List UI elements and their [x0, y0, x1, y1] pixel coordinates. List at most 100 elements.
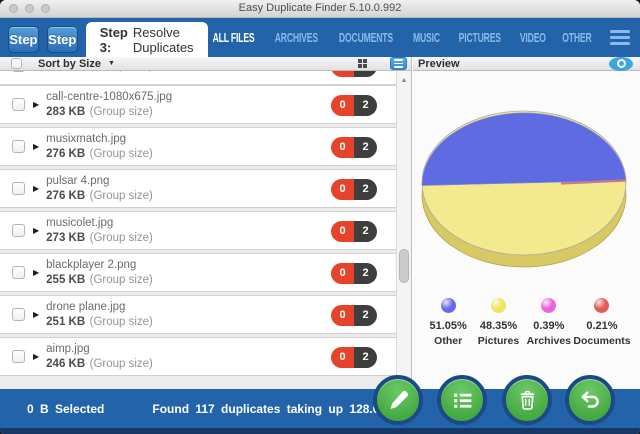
total-count: 2: [354, 305, 377, 326]
expander-icon[interactable]: ▶: [33, 352, 40, 361]
filter-pictures[interactable]: PICTURES: [458, 30, 501, 45]
select-list-button[interactable]: [437, 375, 487, 425]
file-size: 283 KB (Group size): [46, 71, 153, 73]
edit-button[interactable]: [373, 375, 423, 425]
duplicate-count-badge: 0 2: [331, 137, 377, 158]
legend-dot-archives: [541, 298, 557, 313]
row-checkbox[interactable]: [12, 224, 25, 237]
scroll-up-icon[interactable]: ▲: [400, 77, 408, 84]
table-row[interactable]: ▶ blackplayer 2.png 255 KB (Group size) …: [0, 253, 396, 292]
file-size: 276 KB (Group size): [46, 148, 153, 160]
table-row[interactable]: ▶ drone plane.jpg 251 KB (Group size) 0 …: [0, 295, 396, 334]
menu-icon[interactable]: [610, 30, 630, 45]
legend-item-pictures: 48.35% Pictures: [473, 298, 523, 347]
pie-chart: [421, 110, 627, 268]
row-checkbox[interactable]: [12, 140, 25, 153]
delete-button[interactable]: [502, 375, 552, 425]
preview-panel: Preview 51.05% Other: [413, 56, 640, 389]
filter-archives[interactable]: ARCHIVES: [274, 30, 318, 45]
select-all-checkbox[interactable]: [11, 58, 22, 69]
duplicate-count-badge: 0 2: [331, 221, 377, 242]
legend-item-other: 51.05% Other: [423, 298, 473, 347]
row-checkbox[interactable]: [12, 98, 25, 111]
table-row[interactable]: ▶ pulsar 4.png 276 KB (Group size) 0 2: [0, 169, 396, 208]
scrollbar[interactable]: ▲ ▼: [396, 71, 411, 389]
tab-step1[interactable]: Step 1: [8, 26, 39, 72]
filter-all-files[interactable]: ALL FILES: [212, 30, 255, 45]
table-row[interactable]: ▶ call-centre-1080x675.jpg 283 KB (Group…: [0, 85, 396, 124]
pencil-icon: [390, 390, 408, 409]
list-header: Sort by Size ▼: [0, 57, 411, 71]
expander-icon[interactable]: ▶: [33, 100, 40, 109]
sort-dropdown[interactable]: Sort by Size: [38, 57, 101, 70]
file-name: blackplayer 2.png: [46, 259, 137, 271]
grid-view-icon[interactable]: [358, 59, 362, 63]
window-bottom-edge: [0, 428, 640, 434]
filter-video[interactable]: VIDEO: [519, 30, 546, 45]
file-name: drone plane.jpg: [46, 301, 126, 313]
eye-icon[interactable]: [609, 56, 633, 71]
zoom-window-button[interactable]: [41, 4, 50, 13]
expander-icon[interactable]: ▶: [33, 310, 40, 319]
undo-arrow-icon: [580, 390, 599, 408]
tab-step2[interactable]: Step 2: [46, 26, 78, 72]
expander-icon[interactable]: ▶: [33, 226, 40, 235]
selected-count: 0: [331, 305, 354, 326]
tab-step3-active[interactable]: Step 3: Resolve Duplicates: [85, 22, 208, 57]
traffic-lights: [9, 4, 50, 13]
minimize-window-button[interactable]: [25, 4, 34, 13]
scrollbar-thumb[interactable]: [399, 249, 409, 283]
selected-count: 0: [331, 95, 354, 116]
file-name: call-centre-1080x675.jpg: [46, 91, 173, 103]
table-row[interactable]: ▶ musicolet.jpg 273 KB (Group size) 0 2: [0, 211, 396, 250]
selected-count: 0: [331, 221, 354, 242]
legend-dot-documents: [594, 298, 610, 313]
content-area: Sort by Size ▼ ▶ 283 KB (Group size): [0, 56, 640, 389]
total-count: 2: [354, 221, 377, 242]
file-name: pulsar 4.png: [46, 175, 110, 187]
file-list: ▶ 283 KB (Group size) 0 2 ▶: [0, 71, 396, 389]
filter-documents[interactable]: DOCUMENTS: [339, 30, 394, 45]
filter-music[interactable]: MUSIC: [413, 30, 441, 45]
pie-slice-archives-documents: [560, 179, 626, 185]
row-checkbox[interactable]: [12, 308, 25, 321]
total-count: 2: [354, 347, 377, 368]
close-window-button[interactable]: [9, 4, 18, 13]
preview-title: Preview: [418, 57, 460, 70]
duplicate-count-badge: 0 2: [331, 95, 377, 116]
preview-header: Preview: [413, 56, 640, 71]
row-checkbox[interactable]: [12, 71, 25, 72]
found-summary-text: Found 117 duplicates taking up 128.02 MB: [152, 401, 412, 416]
table-row[interactable]: ▶ musixmatch.jpg 276 KB (Group size) 0 2: [0, 127, 396, 166]
legend-dot-other: [440, 298, 456, 313]
duplicate-count-badge: 0 2: [331, 179, 377, 200]
row-checkbox[interactable]: [12, 350, 25, 363]
window-title: Easy Duplicate Finder 5.10.0.992: [238, 2, 402, 14]
expander-icon[interactable]: ▶: [33, 142, 40, 151]
file-size: 251 KB (Group size): [46, 316, 153, 328]
table-row[interactable]: ▶ aimp.jpg 246 KB (Group size) 0 2: [0, 337, 396, 376]
chevron-down-icon[interactable]: ▼: [107, 60, 115, 67]
total-count: 2: [354, 263, 377, 284]
selected-count: 0: [331, 263, 354, 284]
file-size: 283 KB (Group size): [46, 106, 153, 118]
filter-other[interactable]: OTHER: [562, 30, 592, 45]
duplicates-list-panel: Sort by Size ▼ ▶ 283 KB (Group size): [0, 57, 412, 389]
selected-size-text: 0 B Selected: [27, 401, 105, 416]
row-checkbox[interactable]: [12, 182, 25, 195]
duplicate-count-badge: 0 2: [331, 263, 377, 284]
total-count: 2: [354, 179, 377, 200]
total-count: 2: [354, 95, 377, 116]
selected-count: 0: [331, 179, 354, 200]
legend-dot-pictures: [490, 298, 506, 313]
list-view-icon[interactable]: [390, 57, 407, 70]
total-count: 2: [354, 137, 377, 158]
step3-label: Resolve Duplicates: [132, 24, 194, 55]
row-checkbox[interactable]: [12, 266, 25, 279]
undo-button[interactable]: [565, 375, 615, 425]
duplicate-count-badge: 0 2: [331, 71, 377, 77]
expander-icon[interactable]: ▶: [33, 184, 40, 193]
expander-icon[interactable]: ▶: [33, 268, 40, 277]
table-row-partial[interactable]: ▶ 283 KB (Group size) 0 2: [0, 71, 396, 85]
